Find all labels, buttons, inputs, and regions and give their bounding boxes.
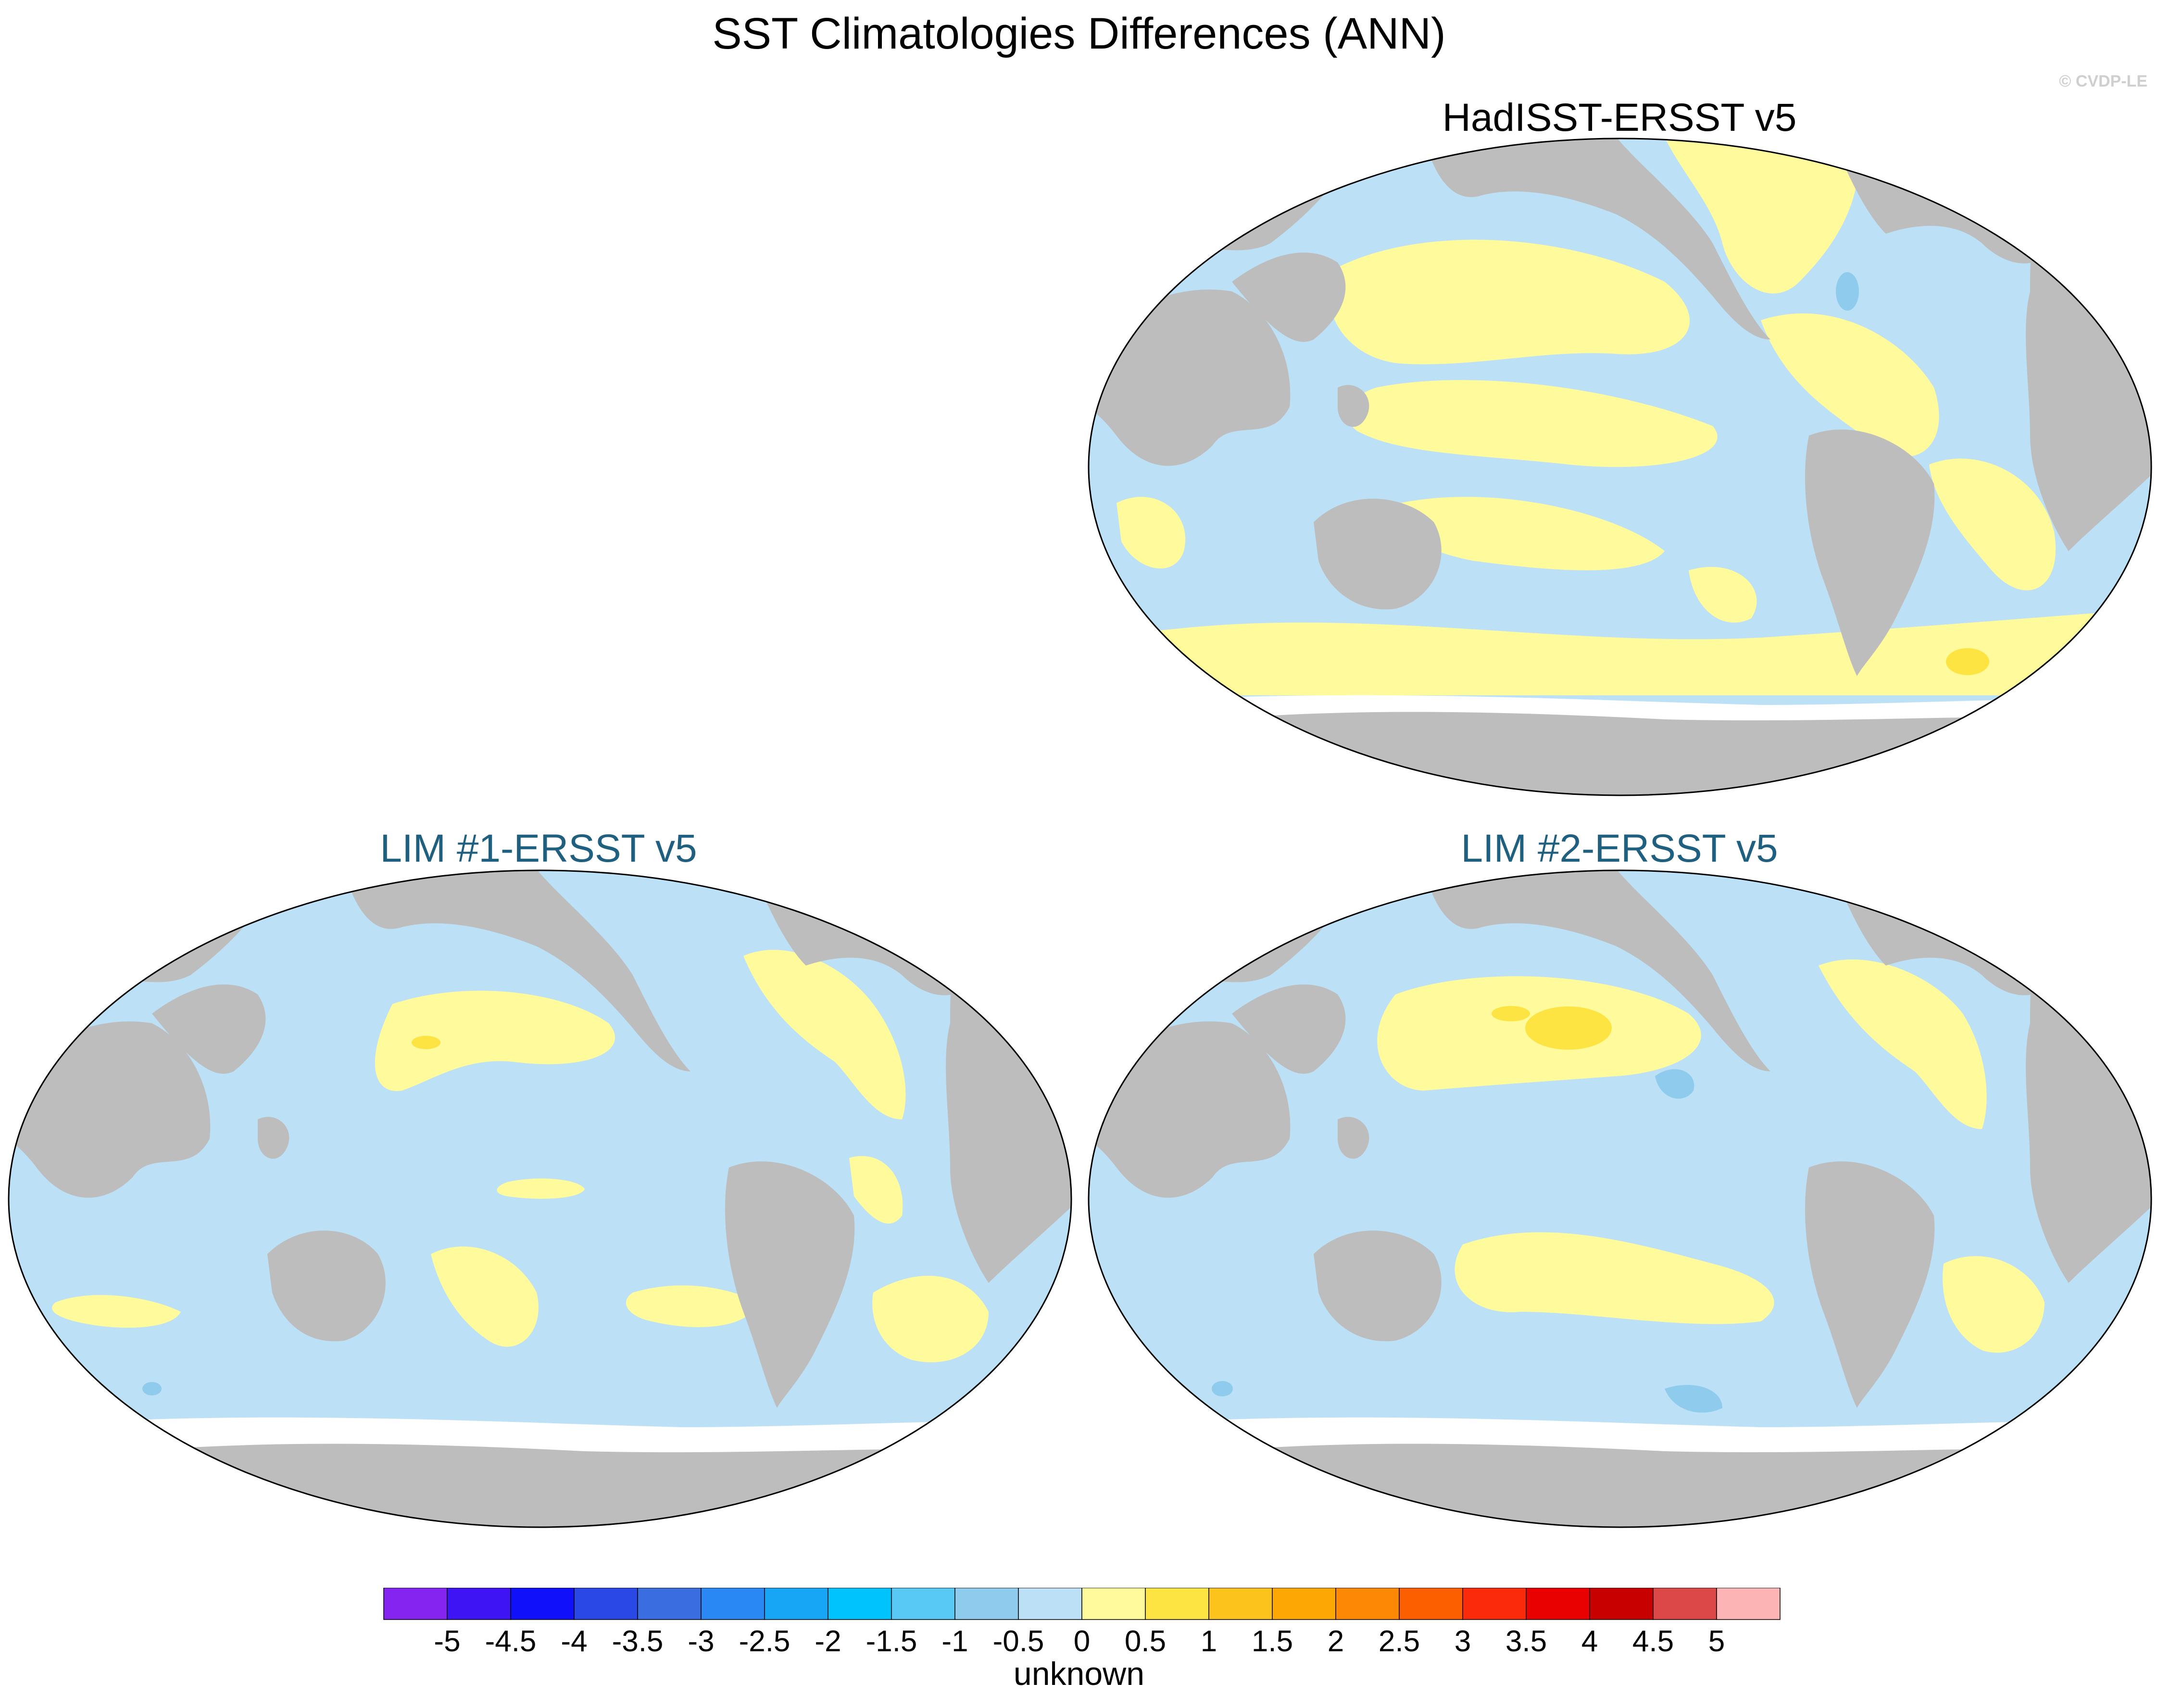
- colorbar-tick-label: 5: [1708, 1625, 1725, 1655]
- colorbar-tick-label: 4: [1581, 1625, 1598, 1655]
- colorbar-tick-label: 1.5: [1252, 1625, 1293, 1655]
- colorbar-tick-label: -5: [434, 1625, 460, 1655]
- colorbar-tick-label: 1: [1201, 1625, 1217, 1655]
- colorbar-box: [954, 1588, 1019, 1620]
- colorbar-tick-label: 2: [1328, 1625, 1344, 1655]
- panel-title-lim1: LIM #1-ERSST v5: [380, 827, 697, 870]
- colorbar-box: [1335, 1588, 1400, 1620]
- colorbar-box: [637, 1588, 702, 1620]
- colorbar-box: [1653, 1588, 1717, 1620]
- colorbar-tick-label: 4.5: [1632, 1625, 1674, 1655]
- panel-title-hadisst: HadISST-ERSST v5: [1442, 96, 1797, 139]
- colorbar-box: [383, 1588, 448, 1620]
- colorbar-label: unknown: [1013, 1656, 1145, 1692]
- colorbar-box: [701, 1588, 765, 1620]
- panel-title-lim2: LIM #2-ERSST v5: [1461, 827, 1778, 870]
- colorbar-tick-label: -0.5: [993, 1625, 1044, 1655]
- colorbar-box: [510, 1588, 575, 1620]
- colorbar-tick-label: 3: [1455, 1625, 1471, 1655]
- colorbar-box: [1208, 1588, 1273, 1620]
- colorbar-tick-label: -4: [561, 1625, 587, 1655]
- colorbar-box: [891, 1588, 955, 1620]
- watermark: © CVDP-LE: [2059, 72, 2147, 90]
- colorbar-box: [1145, 1588, 1209, 1620]
- colorbar-tick-label: -2.5: [739, 1625, 790, 1655]
- colorbar-box: [1018, 1588, 1082, 1620]
- colorbar-tick-label: -1: [941, 1625, 968, 1655]
- map-hadisst: [1088, 138, 2152, 796]
- map-lim1: [8, 869, 1072, 1528]
- colorbar-box: [1272, 1588, 1336, 1620]
- colorbar-tick-label: 0.5: [1125, 1625, 1166, 1655]
- colorbar-tick-label: 2.5: [1379, 1625, 1420, 1655]
- colorbar-box: [1589, 1588, 1654, 1620]
- colorbar-box: [447, 1588, 511, 1620]
- figure-title: SST Climatologies Differences (ANN): [712, 9, 1446, 58]
- colorbar-box: [1526, 1588, 1590, 1620]
- colorbar-tick-label: -3.5: [612, 1625, 664, 1655]
- colorbar-tick-label: -3: [688, 1625, 714, 1655]
- colorbar-tick-label: 3.5: [1506, 1625, 1547, 1655]
- colorbar-tick-label: -2: [815, 1625, 841, 1655]
- colorbar-box: [1081, 1588, 1146, 1620]
- colorbar-tick-label: 0: [1074, 1625, 1090, 1655]
- colorbar-box: [1399, 1588, 1463, 1620]
- colorbar-box: [1716, 1588, 1781, 1620]
- colorbar-box: [574, 1588, 638, 1620]
- colorbar-box: [1462, 1588, 1527, 1620]
- map-lim2: [1088, 869, 2152, 1528]
- colorbar-tick-label: -1.5: [866, 1625, 917, 1655]
- colorbar-tick-label: -4.5: [485, 1625, 537, 1655]
- colorbar: -5 -4.5 -4 -3.5 -3 -2.5 -2 -1.5 -1 -0.5 0 0.5 1 1.5 2 2…: [383, 1588, 1781, 1655]
- colorbar-box: [828, 1588, 892, 1620]
- colorbar-box: [764, 1588, 828, 1620]
